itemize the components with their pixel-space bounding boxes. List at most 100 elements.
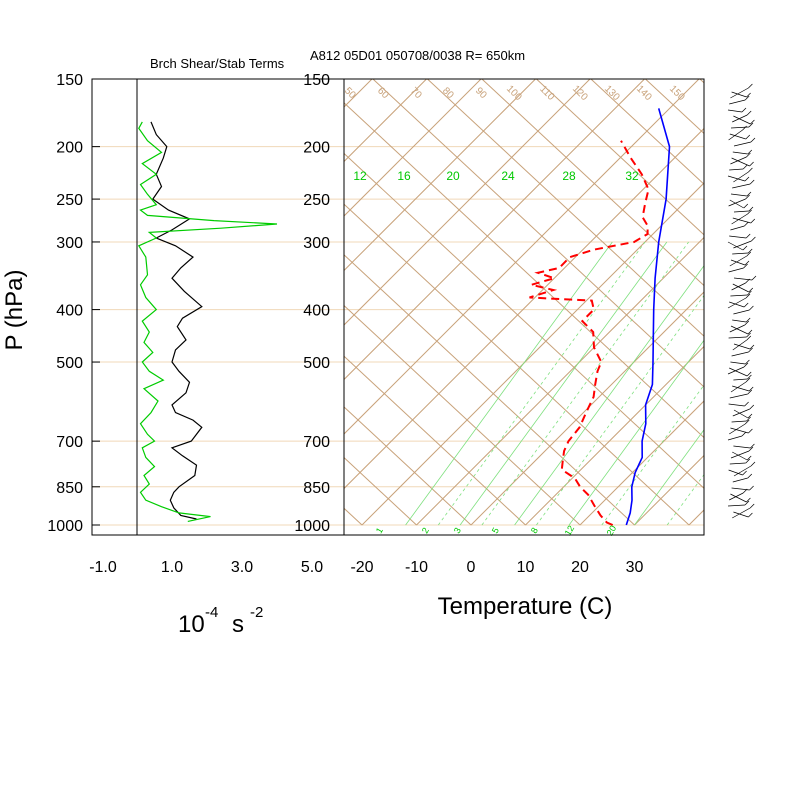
mixing-ratio-bottom-label: 12 — [563, 524, 577, 538]
wind-barb — [732, 385, 750, 392]
dry-adiabat-line — [344, 304, 581, 526]
left-series — [137, 121, 278, 522]
wind-barb-flag — [750, 461, 756, 467]
wind-barb-flag — [746, 191, 752, 197]
left-x-tick-label: -1.0 — [89, 559, 117, 576]
wind-barb-flag — [747, 374, 752, 380]
wind-barb — [729, 199, 744, 209]
dry-adiabat-line — [698, 0, 800, 525]
wind-barb-flag — [748, 287, 754, 293]
wind-barb-flag — [750, 218, 756, 224]
dry-adiabat-line — [344, 203, 690, 526]
unit-exp: -4 — [205, 604, 218, 621]
dry-adiabat-label: 100 — [504, 83, 524, 103]
wind-barb-flag — [748, 83, 753, 89]
isotherm-line — [416, 236, 704, 526]
wind-barb — [733, 409, 749, 419]
wind-barb-flag — [746, 497, 751, 503]
wind-barb-flag — [747, 329, 753, 335]
mixing-ratio-label: 16 — [397, 169, 411, 183]
stability-line — [137, 121, 278, 522]
dry-adiabat-label: 70 — [408, 85, 424, 101]
wind-barb — [729, 168, 744, 171]
y-axis-label: P (hPa) — [1, 270, 28, 351]
temperature-tick-label: 0 — [467, 559, 476, 576]
wind-barb-flag — [748, 512, 753, 518]
unit-rest: s — [232, 611, 244, 638]
isotherm-line — [525, 345, 704, 526]
wind-barb — [732, 451, 748, 461]
wind-barb-flag — [744, 320, 750, 326]
pressure-tick-label: 500 — [56, 355, 83, 372]
wind-barb — [729, 393, 748, 399]
isotherm-line — [344, 79, 536, 272]
dry-adiabat-line — [426, 79, 704, 337]
wind-barb — [732, 252, 749, 255]
wind-barb — [727, 175, 746, 182]
dry-adiabat-label: 130 — [602, 83, 622, 103]
wind-barb — [730, 126, 750, 129]
wind-barb — [731, 282, 746, 291]
wind-barb-flag — [746, 371, 752, 377]
wind-barb-flag — [746, 455, 752, 461]
temperature-ticks: -20 -10 0 10 20 30 — [350, 559, 643, 576]
wind-barb — [730, 225, 745, 231]
mixing-ratio-bottom-label: 2 — [420, 526, 431, 535]
pressure-tick-label: 700 — [56, 434, 83, 451]
isotherm-line — [344, 127, 704, 490]
left-x-tick-label: 1.0 — [161, 559, 183, 576]
skewt-background-lines — [0, 0, 800, 526]
wind-barb-flag — [741, 107, 747, 113]
dry-adiabat-line — [344, 355, 526, 526]
mixing-ratio-label: 20 — [446, 169, 460, 183]
wind-barb-flag — [744, 419, 750, 425]
wind-barb — [733, 445, 751, 449]
wind-barb-flag — [747, 248, 753, 254]
mixing-ratio-line — [634, 429, 704, 526]
isotherm-line — [744, 79, 800, 525]
shear-stability-panel: -1.0 1.0 3.0 5.0 — [89, 78, 345, 576]
wind-barb — [729, 99, 746, 105]
pressure-tick-label: 1000 — [294, 518, 330, 535]
wind-barb — [727, 297, 747, 309]
left-x-ticks: -1.0 1.0 3.0 5.0 — [89, 559, 323, 576]
wind-barb — [727, 366, 745, 375]
pressure-tick-label: 250 — [303, 192, 330, 209]
wind-barb — [728, 403, 745, 407]
wind-barb — [733, 511, 749, 518]
wind-barb — [732, 114, 748, 123]
pressure-tick-label: 200 — [303, 140, 330, 157]
wind-barb-flag — [748, 167, 753, 173]
wind-barb — [733, 378, 748, 381]
wind-barb-flag — [748, 122, 754, 128]
wind-barb-flag — [748, 428, 753, 434]
left-x-tick-label: 5.0 — [301, 559, 323, 576]
wind-barb — [729, 324, 745, 333]
wind-barb-flag — [742, 125, 747, 131]
wind-barb-flag — [741, 431, 747, 437]
wind-barb — [730, 450, 750, 459]
wind-barb — [729, 133, 746, 140]
wind-barb-flag — [745, 359, 750, 365]
mixing-ratio-line — [481, 241, 689, 526]
pressure-ticks-left: 150 200 250 300 400 500 700 850 1000 — [47, 72, 100, 535]
wind-barb — [727, 109, 743, 113]
isotherm-line — [344, 79, 591, 326]
wind-barb-flag — [751, 275, 757, 281]
isotherm-line — [344, 79, 645, 381]
mixing-ratio-bottom-label: 3 — [452, 526, 463, 535]
skewt-frame — [343, 78, 705, 536]
pressure-tick-label: 300 — [56, 235, 83, 252]
wind-barb-flag — [744, 500, 750, 506]
pressure-tick-label: 400 — [303, 303, 330, 320]
dewpoint-line — [527, 140, 650, 526]
unit-base: 10 — [178, 611, 205, 638]
mixing-ratio-line — [514, 265, 704, 526]
isotherm-line — [0, 79, 318, 525]
wind-barb-flag — [746, 416, 751, 422]
wind-barb — [730, 325, 749, 335]
mixing-ratio-label: 28 — [562, 169, 576, 183]
wind-barb-flag — [750, 119, 755, 125]
wind-barb-flag — [747, 413, 753, 419]
temperature-tick-label: 20 — [571, 559, 589, 576]
